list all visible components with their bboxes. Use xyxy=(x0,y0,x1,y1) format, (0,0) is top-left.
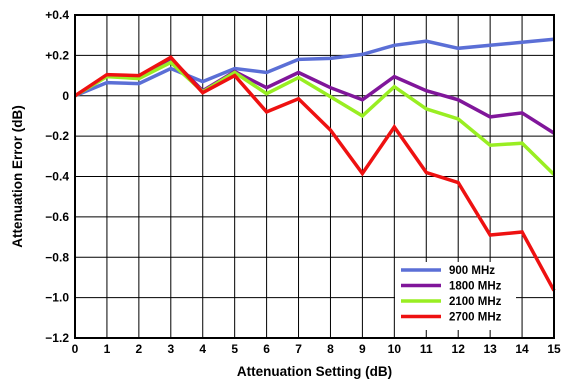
y-tick-label: −0.8 xyxy=(45,250,69,264)
y-tick-label: −0.4 xyxy=(45,170,69,184)
x-tick-label: 5 xyxy=(231,342,238,356)
y-tick-label: −1.0 xyxy=(45,291,69,305)
series-lines xyxy=(74,37,556,292)
series-line-2700-mhz xyxy=(74,55,556,292)
x-tick-label: 10 xyxy=(388,342,402,356)
legend-label: 2700 MHz xyxy=(449,312,502,324)
x-tick-label: 2 xyxy=(136,342,143,356)
series-line-900-mhz xyxy=(74,37,555,98)
x-tick-label: 6 xyxy=(263,342,270,356)
x-tick-labels: 0 1 2 3 4 5 6 7 8 9 10 11 12 13 14 15 xyxy=(72,342,561,356)
x-tick-label: 8 xyxy=(327,342,334,356)
y-tick-label: +0.2 xyxy=(45,48,69,62)
y-tick-labels: +0.4 +0.2 0 −0.2 −0.4 −0.6 −0.8 −1.0 −1.2 xyxy=(45,8,69,345)
legend-label: 900 MHz xyxy=(449,265,495,277)
y-tick-label: +0.4 xyxy=(45,8,69,22)
plot-frame xyxy=(74,14,555,339)
x-tick-label: 3 xyxy=(167,342,174,356)
y-tick-label: −0.6 xyxy=(45,210,69,224)
x-tick-label: 7 xyxy=(295,342,302,356)
y-tick-label: −0.2 xyxy=(45,129,69,143)
y-axis-title: Attenuation Error (dB) xyxy=(10,105,25,248)
x-tick-label: 13 xyxy=(483,342,497,356)
x-axis-title: Attenuation Setting (dB) xyxy=(237,364,392,379)
legend: 900 MHz 1800 MHz 2100 MHz 2700 MHz xyxy=(395,262,516,330)
x-tick-label: 14 xyxy=(515,342,529,356)
x-tick-label: 9 xyxy=(359,342,366,356)
x-tick-label: 15 xyxy=(547,342,561,356)
legend-label: 2100 MHz xyxy=(449,296,502,308)
x-tick-label: 11 xyxy=(420,342,433,356)
x-tick-label: 12 xyxy=(452,342,466,356)
y-tick-label: 0 xyxy=(62,89,69,103)
x-tick-label: 4 xyxy=(199,342,206,356)
legend-label: 1800 MHz xyxy=(449,281,502,293)
series-line-2100-mhz xyxy=(74,60,556,176)
x-tick-label: 1 xyxy=(104,342,111,356)
x-tick-label: 0 xyxy=(72,342,79,356)
y-tick-label: −1.2 xyxy=(45,331,69,345)
legend-box xyxy=(395,262,516,330)
